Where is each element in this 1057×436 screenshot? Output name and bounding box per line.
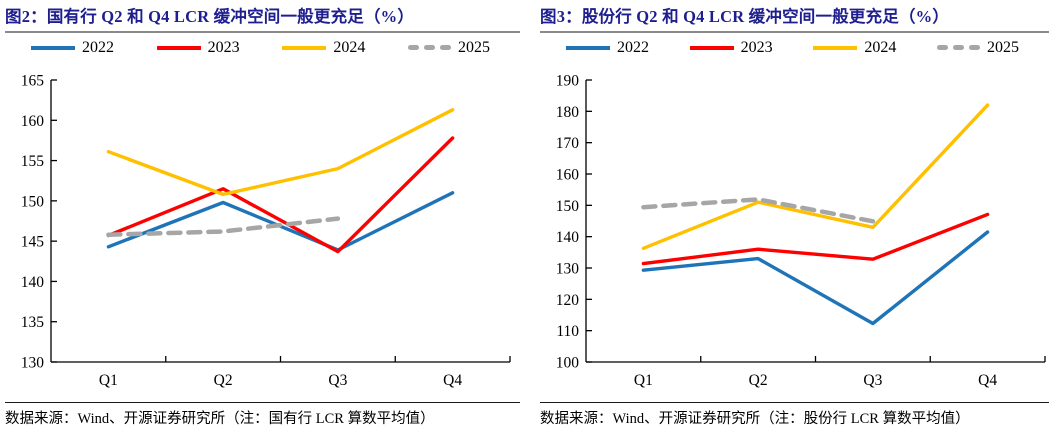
y-tick-label: 140 [21,274,45,291]
x-tick-label: Q1 [634,372,653,389]
x-tick-label: Q1 [99,372,118,389]
y-tick-label: 180 [556,104,580,121]
legend-swatch-2022 [31,45,75,50]
y-tick-label: 160 [21,113,45,130]
y-tick-label: 130 [21,355,45,372]
legend-dash-segment [952,45,964,51]
series-line-2024 [106,108,455,197]
legend-dash-segment [968,45,980,51]
legend-label-2024: 2024 [333,38,366,56]
legend-label-2022: 2022 [617,38,649,56]
legend-item-2022: 2022 [31,38,114,56]
y-tick-label: 155 [21,153,45,170]
panel-chart-right: 图3：股份行 Q2 和 Q4 LCR 缓冲空间一般更充足（%） 2022 2023… [528,0,1057,436]
y-tick-label: 165 [21,73,45,90]
y-tick-label: 100 [556,355,580,372]
x-tick-label: Q3 [863,372,882,389]
legend-left: 2022 2023 2024 2025 [5,33,520,61]
legend-right: 2022 2023 2024 2025 [540,33,1049,61]
legend-dash-segment [423,45,435,51]
legend-label-2022: 2022 [82,38,114,56]
y-tick-label: 140 [556,229,580,246]
legend-swatch-dashed-2025 [936,45,980,51]
legend-dash-segment [407,45,419,51]
legend-item-2023: 2023 [689,38,773,56]
legend-label-2025: 2025 [457,38,490,56]
legend-swatch-2024 [282,45,327,50]
legend-item-2024: 2024 [813,38,897,56]
series-line-2025 [106,216,341,238]
source-rule-right [540,402,1049,404]
series-line-2025 [641,197,876,224]
legend-swatch-2022 [566,45,610,50]
legend-swatch-2023 [156,45,201,50]
y-tick-label: 110 [556,323,579,340]
legend-swatch-2023 [689,45,734,50]
legend-label-2024: 2024 [864,38,897,56]
y-tick-label: 160 [556,167,580,184]
source-note-left: 数据来源：Wind、开源证券研究所（注：国有行 LCR 算数平均值） [5,411,435,428]
y-tick-label: 145 [21,234,45,251]
legend-swatch-dashed-2025 [407,45,451,51]
y-tick-label: 170 [556,135,580,152]
x-tick-label: Q4 [443,372,462,389]
panel-chart-left: 图2：国有行 Q2 和 Q4 LCR 缓冲空间一般更充足（%） 2022 2023… [0,0,528,436]
series-line-2023 [641,212,990,266]
x-tick-label: Q3 [328,372,347,389]
legend-label-2023: 2023 [740,38,773,56]
x-tick-label: Q2 [749,372,768,389]
legend-item-2022: 2022 [566,38,649,56]
legend-label-2023: 2023 [207,38,240,56]
chart-title-right: 图3：股份行 Q2 和 Q4 LCR 缓冲空间一般更充足（%） [540,7,950,26]
y-tick-label: 130 [556,261,580,278]
title-underline-left [5,31,520,34]
x-tick-label: Q4 [978,372,997,389]
source-note-right: 数据来源：Wind、开源证券研究所（注：股份行 LCR 算数平均值） [540,411,970,428]
legend-item-2023: 2023 [156,38,240,56]
x-tick-label: Q2 [214,372,233,389]
line-chart-right: 100 110 120 130 140 150 160 170 180 190 Q1 Q2 Q3 Q4 [556,73,1046,389]
legend-item-2025: 2025 [936,38,1019,56]
y-tick-label: 120 [556,292,580,309]
legend-swatch-2024 [813,45,858,50]
series-line-2022 [641,230,990,326]
chart-title-left: 图2：国有行 Q2 和 Q4 LCR 缓冲空间一般更充足（%） [5,7,415,26]
source-rule-left [5,402,520,404]
series-line-2023 [106,136,455,254]
legend-item-2024: 2024 [282,38,366,56]
legend-label-2025: 2025 [986,38,1019,56]
y-tick-label: 150 [21,194,45,211]
legend-dash-segment [936,45,948,51]
series-line-2024 [641,103,990,251]
legend-dash-segment [439,45,451,51]
line-chart-left: 130 135 140 145 150 155 160 165 Q1 Q2 Q3 Q4 [21,73,511,389]
y-tick-label: 190 [556,73,580,90]
legend-item-2025: 2025 [407,38,490,56]
y-tick-label: 135 [21,314,45,331]
y-tick-label: 150 [556,198,580,215]
title-underline-right [540,31,1049,34]
